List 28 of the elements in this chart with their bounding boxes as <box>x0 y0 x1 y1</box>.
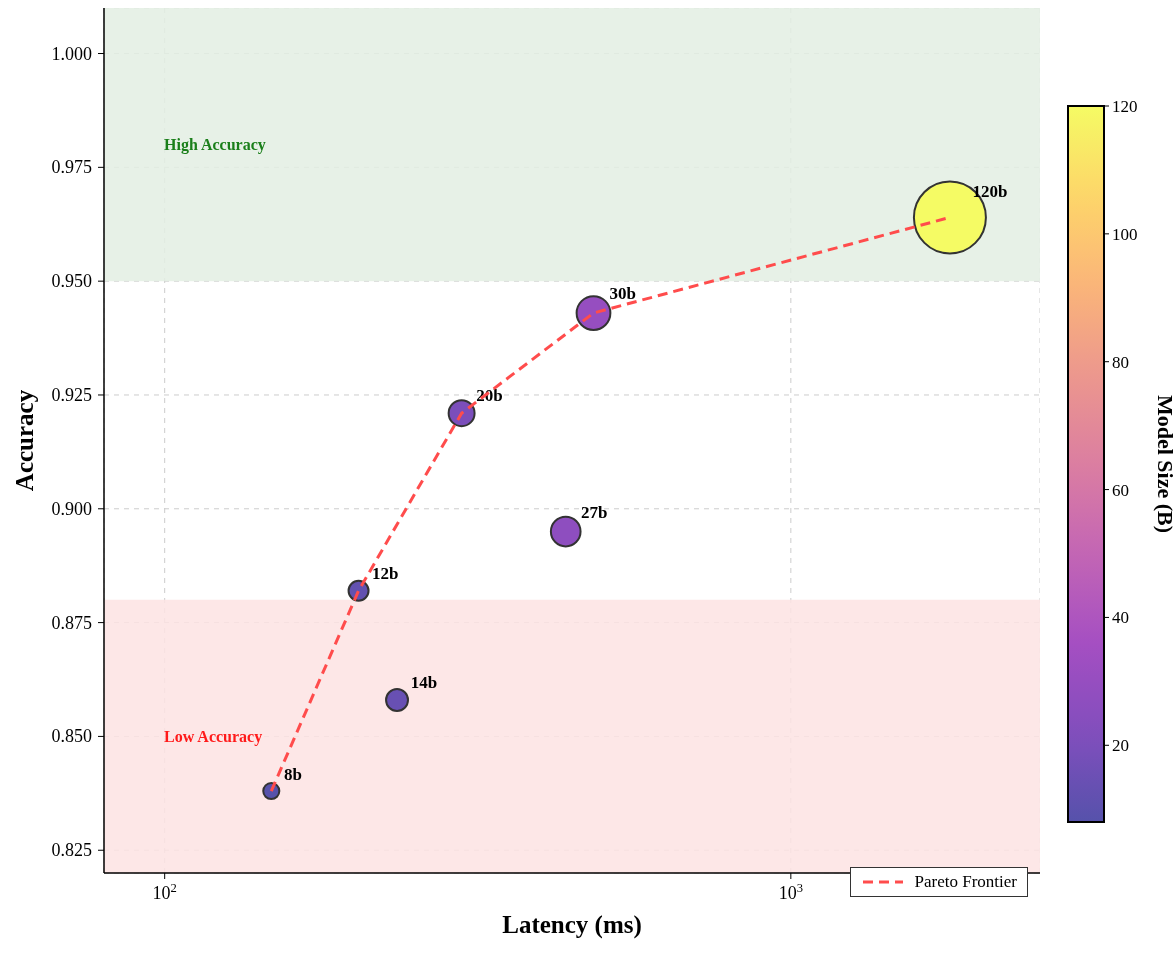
color-bar-title: Model Size (B) <box>1153 394 1176 534</box>
y-tick-label: 1.000 <box>51 43 92 64</box>
y-tick-label: 0.900 <box>51 498 92 519</box>
color-bar-label: 60 <box>1112 480 1129 500</box>
annotation: 14b <box>410 673 438 693</box>
x-tick-label: 10$^{2}$ <box>152 881 177 903</box>
y-axis-title: Accuracy <box>10 389 38 492</box>
x-axis-title: Latency (ms) <box>502 911 642 939</box>
annotation: 27b <box>580 503 608 523</box>
color-bar-label: 100 <box>1112 224 1138 244</box>
y-tick-label: 0.825 <box>51 840 92 861</box>
color-bar-label: 20 <box>1112 736 1129 756</box>
color-bar-label: 120 <box>1112 97 1138 116</box>
y-tick-label: 0.925 <box>51 384 92 405</box>
y-tick-label: 0.975 <box>51 157 92 178</box>
annotation: 12b <box>372 564 399 584</box>
annotation: 8b <box>284 765 303 785</box>
color-bar-label: 40 <box>1112 608 1129 628</box>
y-tick-label: 0.950 <box>51 271 92 292</box>
color-bar-label: 80 <box>1112 352 1129 372</box>
annotation: 120b <box>972 181 1008 201</box>
x-tick-label: 10$^{3}$ <box>778 881 803 903</box>
y-tick-label: 0.850 <box>51 726 92 747</box>
legend-label: Pareto Frontier <box>914 872 1017 892</box>
y-tick-label: 0.875 <box>51 612 92 633</box>
annotation: 30b <box>609 284 636 304</box>
band-label: Low Accuracy <box>164 728 263 747</box>
band-label: High Accuracy <box>164 136 266 155</box>
